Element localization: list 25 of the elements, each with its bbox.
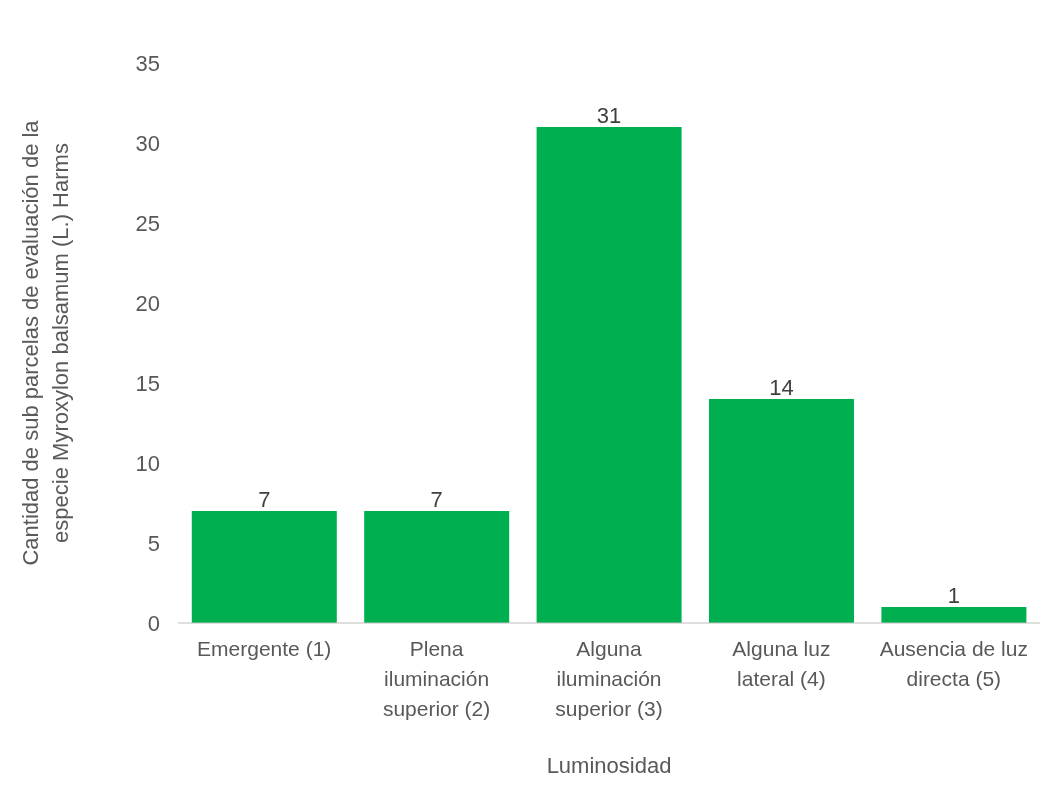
bar xyxy=(881,607,1027,623)
y-tick-label: 5 xyxy=(147,530,160,556)
bar xyxy=(364,511,510,623)
x-tick-label: Ausencia de luz directa (5) xyxy=(879,636,1028,690)
x-axis-title: Luminosidad xyxy=(546,753,672,778)
data-label: 14 xyxy=(769,375,794,400)
x-tick-label: Emergente (1) xyxy=(197,636,332,660)
y-axis-title: Cantidad de sub parcelas de evaluación de la especie Myroxylon balsamum (L.) Harms xyxy=(18,119,73,566)
bar xyxy=(708,399,854,623)
y-tick-label: 15 xyxy=(135,370,160,396)
y-tick-label: 10 xyxy=(135,450,160,476)
data-label: 1 xyxy=(947,583,961,608)
y-tick-label: 30 xyxy=(135,130,160,156)
y-tick-label: 35 xyxy=(135,50,160,76)
x-tick-label: Alguna luz lateral (4) xyxy=(732,636,831,690)
x-tick-label: Plena iluminación superior (2) xyxy=(382,636,491,720)
data-label: 7 xyxy=(258,487,271,512)
y-tick-label: 0 xyxy=(147,610,160,636)
data-label: 7 xyxy=(430,487,443,512)
y-tick-label: 25 xyxy=(135,210,160,236)
data-label: 31 xyxy=(596,103,622,128)
bar xyxy=(536,127,682,623)
y-tick-label: 20 xyxy=(135,290,160,316)
x-tick-label: Alguna iluminación superior (3) xyxy=(555,636,663,720)
bar xyxy=(191,511,337,623)
